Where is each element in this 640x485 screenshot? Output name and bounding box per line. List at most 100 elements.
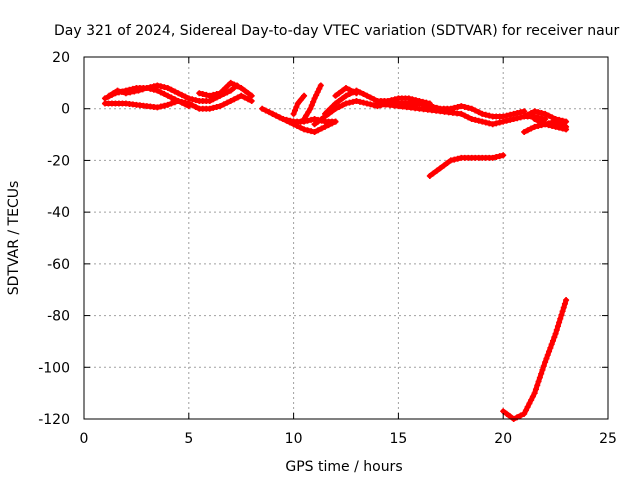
data-point bbox=[528, 110, 535, 117]
data-point bbox=[231, 81, 238, 88]
data-point bbox=[339, 87, 346, 94]
data-point bbox=[544, 352, 551, 359]
x-axis-title: GPS time / hours bbox=[285, 459, 402, 475]
data-point bbox=[308, 116, 315, 123]
series-arc-13 bbox=[521, 108, 570, 125]
y-tick-label: -100 bbox=[38, 360, 70, 376]
series-arc-15 bbox=[531, 116, 570, 130]
data-point bbox=[161, 102, 168, 109]
data-point bbox=[458, 110, 465, 117]
data-point bbox=[164, 92, 171, 99]
data-point bbox=[336, 97, 343, 104]
data-point bbox=[315, 118, 322, 125]
data-point bbox=[175, 97, 182, 104]
data-point bbox=[294, 100, 301, 107]
data-point bbox=[336, 90, 343, 97]
data-point bbox=[545, 112, 552, 119]
data-point bbox=[531, 116, 538, 123]
data-point bbox=[161, 91, 168, 98]
data-point bbox=[524, 403, 531, 410]
data-point bbox=[542, 116, 549, 123]
data-point bbox=[139, 86, 146, 93]
data-point bbox=[114, 87, 121, 94]
data-point bbox=[238, 85, 245, 92]
data-point bbox=[367, 101, 374, 108]
y-tick-label: 0 bbox=[61, 102, 70, 118]
data-point bbox=[479, 110, 486, 117]
data-point bbox=[454, 103, 461, 110]
data-point bbox=[486, 120, 493, 127]
data-point bbox=[468, 105, 475, 112]
data-point bbox=[412, 97, 419, 104]
data-point bbox=[549, 119, 556, 126]
data-point bbox=[314, 88, 321, 95]
data-point bbox=[206, 97, 213, 104]
data-point bbox=[545, 120, 552, 127]
data-point bbox=[548, 341, 555, 348]
data-point bbox=[426, 100, 433, 107]
data-point bbox=[224, 99, 231, 106]
data-point bbox=[164, 85, 171, 92]
data-point bbox=[297, 96, 304, 103]
data-point bbox=[161, 84, 168, 91]
data-point bbox=[154, 87, 161, 94]
data-point bbox=[419, 98, 426, 105]
data-point bbox=[360, 99, 367, 106]
data-point bbox=[472, 107, 479, 114]
data-point bbox=[454, 155, 461, 162]
data-point bbox=[269, 110, 276, 117]
y-tick-label: -120 bbox=[38, 412, 70, 428]
data-point bbox=[110, 90, 117, 97]
data-point bbox=[547, 344, 554, 351]
data-point bbox=[203, 91, 210, 98]
data-point bbox=[507, 116, 514, 123]
data-point bbox=[189, 96, 196, 103]
y-tick-label: -80 bbox=[47, 309, 70, 325]
data-point bbox=[332, 92, 339, 99]
data-point bbox=[332, 100, 339, 107]
data-point bbox=[157, 83, 164, 90]
data-point bbox=[556, 120, 563, 127]
data-point bbox=[563, 118, 570, 125]
data-point bbox=[304, 127, 311, 134]
y-tick-label: -60 bbox=[47, 257, 70, 273]
data-point bbox=[534, 382, 541, 389]
data-point bbox=[430, 170, 437, 177]
x-tick-label: 10 bbox=[285, 431, 303, 447]
data-point bbox=[409, 96, 416, 103]
x-tick-label: 20 bbox=[494, 431, 512, 447]
data-point bbox=[553, 326, 560, 333]
data-point bbox=[280, 116, 287, 123]
data-point bbox=[346, 99, 353, 106]
data-point bbox=[447, 157, 454, 164]
data-point bbox=[213, 103, 220, 110]
data-point bbox=[542, 110, 549, 117]
data-point bbox=[531, 108, 538, 115]
data-point bbox=[313, 92, 320, 99]
data-point bbox=[356, 98, 363, 105]
data-point bbox=[343, 100, 349, 107]
data-point bbox=[346, 86, 353, 93]
data-point bbox=[310, 98, 317, 105]
y-tick-label: -20 bbox=[47, 153, 70, 169]
series-arc-11 bbox=[332, 85, 360, 99]
data-point bbox=[531, 123, 538, 130]
data-point bbox=[154, 104, 161, 111]
data-point bbox=[529, 393, 536, 400]
data-point bbox=[535, 122, 542, 129]
data-point bbox=[526, 400, 533, 407]
series-arc-8 bbox=[301, 82, 324, 123]
data-point bbox=[227, 79, 234, 86]
data-point bbox=[182, 101, 189, 108]
chart-title: Day 321 of 2024, Sidereal Day-to-day VTE… bbox=[54, 23, 620, 39]
data-point bbox=[318, 116, 325, 123]
data-point bbox=[231, 96, 238, 103]
data-point bbox=[500, 152, 507, 159]
tick-layer: 0 5 10 15 20 25 -120 -100 -80 -60 -40 -20 0 20 bbox=[38, 50, 617, 447]
data-point bbox=[503, 117, 510, 124]
data-point bbox=[535, 109, 542, 116]
data-point bbox=[451, 156, 458, 163]
data-point bbox=[551, 334, 558, 341]
data-point bbox=[493, 120, 500, 127]
